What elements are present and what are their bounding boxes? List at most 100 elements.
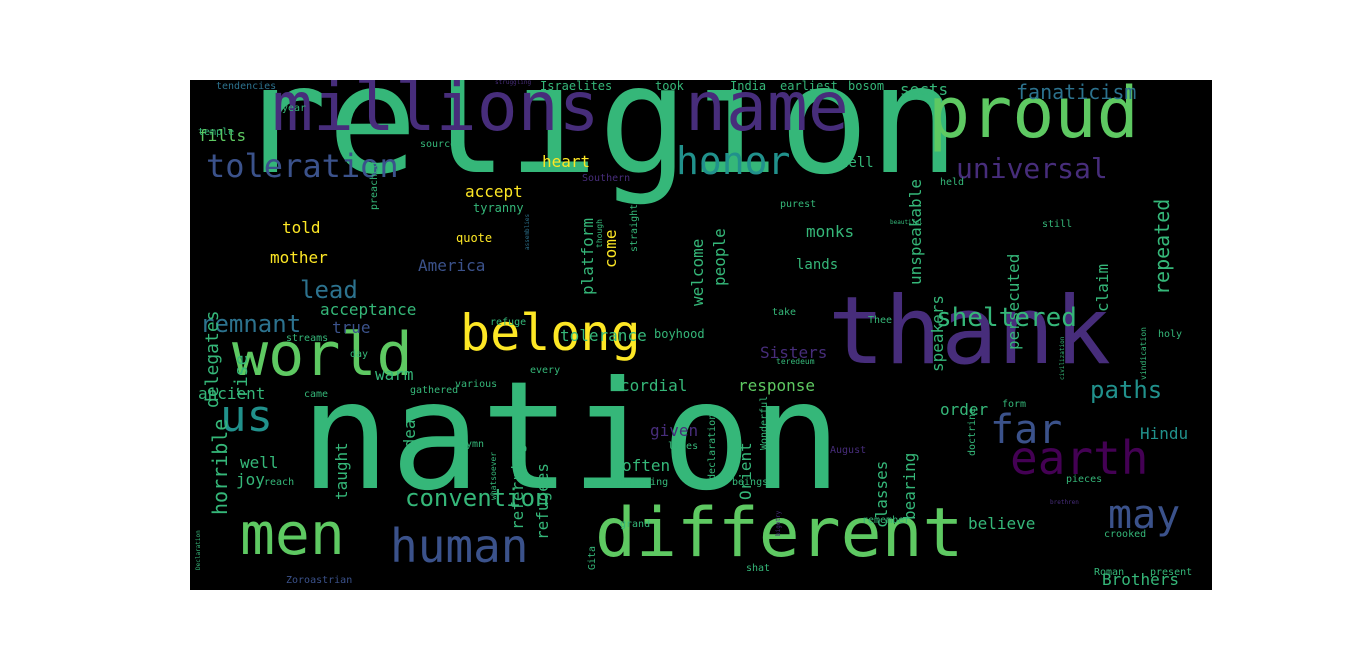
cloud-word: civilization xyxy=(1059,336,1066,380)
cloud-word: form xyxy=(1002,399,1027,410)
cloud-word: lands xyxy=(796,257,839,273)
cloud-word: remnant xyxy=(200,310,302,338)
cloud-word: shat xyxy=(746,563,771,574)
cloud-word: various xyxy=(455,379,498,390)
cloud-word: heart xyxy=(542,152,591,171)
cloud-word: beautiful xyxy=(890,219,923,226)
cloud-word: platform xyxy=(578,217,597,295)
cloud-word: India xyxy=(730,80,767,93)
cloud-word: nation xyxy=(300,350,842,524)
cloud-word: toleration xyxy=(206,147,399,185)
cloud-word: gathered xyxy=(410,385,459,396)
cloud-word: quote xyxy=(456,231,493,245)
cloud-word: may xyxy=(1108,492,1181,538)
cloud-word: hymn xyxy=(460,439,485,450)
cloud-word: Declaration xyxy=(195,530,202,570)
cloud-word: Israelites xyxy=(540,80,613,93)
cloud-word: fills xyxy=(198,126,247,145)
cloud-word: Zoroastrian xyxy=(286,575,353,586)
cloud-word: claim xyxy=(1093,263,1112,312)
cloud-word: taught xyxy=(332,442,351,500)
cloud-word: mother xyxy=(270,248,328,267)
cloud-word: honor xyxy=(676,139,791,183)
cloud-word: thank xyxy=(828,277,1111,386)
cloud-word: lines xyxy=(668,441,699,452)
cloud-word: bearing xyxy=(900,452,919,520)
cloud-word: doctrine xyxy=(967,407,978,456)
cloud-word: order xyxy=(940,400,989,419)
cloud-word: unspeakable xyxy=(906,179,925,285)
cloud-word: refugees xyxy=(533,462,552,540)
cloud-word: belong xyxy=(460,304,641,362)
cloud-word: well xyxy=(240,453,279,472)
cloud-word: every xyxy=(530,365,561,376)
cloud-word: tell xyxy=(840,155,874,171)
cloud-word: monks xyxy=(806,222,855,241)
cloud-word: teredeum xyxy=(776,357,815,366)
cloud-word: welcome xyxy=(688,238,707,306)
cloud-word: August xyxy=(830,445,867,456)
cloud-word: men xyxy=(240,500,345,568)
cloud-word: vindication xyxy=(1139,327,1148,380)
cloud-word: referring xyxy=(508,443,527,530)
cloud-word: Hindu xyxy=(1140,424,1189,443)
cloud-word: accept xyxy=(465,182,523,201)
cloud-word: came xyxy=(304,389,329,400)
cloud-word: streams xyxy=(286,333,329,344)
cloud-word: took xyxy=(655,80,684,93)
cloud-word: universal xyxy=(956,152,1108,185)
cloud-word: told xyxy=(282,218,321,237)
cloud-word: lead xyxy=(300,276,358,304)
cloud-word: speakers xyxy=(928,294,947,372)
cloud-word: tolerance xyxy=(560,326,647,345)
cloud-word: ancient xyxy=(198,384,266,403)
cloud-word: Roman xyxy=(1094,567,1125,578)
cloud-word: straight xyxy=(629,203,640,252)
cloud-word: Thee xyxy=(868,315,893,326)
cloud-word: sources xyxy=(420,139,463,150)
cloud-word: sheltered xyxy=(936,303,1077,333)
cloud-word: Orient xyxy=(736,442,755,500)
cloud-word: name xyxy=(685,80,849,147)
cloud-word: response xyxy=(738,376,816,395)
cloud-word: pieces xyxy=(1066,474,1103,485)
cloud-word: Wonderful xyxy=(759,395,770,450)
cloud-word: bosom xyxy=(848,80,885,93)
cloud-word: declaration xyxy=(707,413,718,480)
cloud-word: idea xyxy=(400,419,419,458)
cloud-word: Sisters xyxy=(760,343,828,362)
cloud-word: human xyxy=(390,519,529,573)
cloud-word: fostering xyxy=(614,477,669,488)
cloud-word: sects xyxy=(900,80,949,99)
cloud-word: far xyxy=(990,407,1063,453)
cloud-word: joy xyxy=(236,470,265,489)
cloud-word: preached xyxy=(369,161,380,210)
cloud-word: beings xyxy=(732,477,769,488)
cloud-word: Brothers xyxy=(1102,570,1180,589)
cloud-word: convention xyxy=(405,484,550,512)
cloud-word: different xyxy=(595,494,964,573)
cloud-word: temple xyxy=(198,127,235,138)
cloud-word: still xyxy=(1042,219,1073,230)
cloud-word: people xyxy=(710,228,729,286)
cloud-word: Southern xyxy=(582,173,631,184)
cloud-word: world xyxy=(232,320,413,390)
cloud-word: held xyxy=(940,177,965,188)
cloud-word: earth xyxy=(1010,431,1149,485)
cloud-word: believe xyxy=(968,514,1036,533)
cloud-word: proud xyxy=(928,80,1139,154)
cloud-word: us xyxy=(220,391,273,442)
cloud-word: persecuted xyxy=(1004,253,1023,350)
cloud-word: religion xyxy=(237,80,960,208)
cloud-word: take xyxy=(772,307,797,318)
cloud-word: present xyxy=(1150,567,1193,578)
cloud-word: cordial xyxy=(620,376,688,395)
cloud-word: warm xyxy=(375,365,414,384)
cloud-word: true xyxy=(332,318,371,337)
word-cloud: religion nation thank different millions name… xyxy=(190,80,1212,590)
cloud-word: earliest xyxy=(780,80,838,93)
cloud-word: horrible xyxy=(208,418,232,515)
cloud-word: paths xyxy=(1090,376,1163,404)
cloud-word: crooked xyxy=(1104,529,1147,540)
cloud-word: assemblies xyxy=(524,213,531,250)
